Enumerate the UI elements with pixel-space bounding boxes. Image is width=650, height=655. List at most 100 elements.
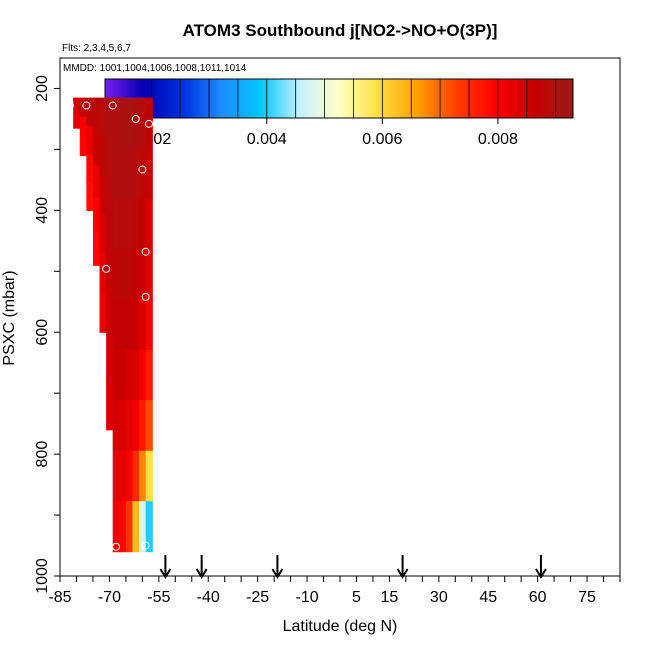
x-tick-label: -10 [295, 589, 318, 606]
x-tick-label: 60 [529, 589, 547, 606]
heatmap-cell [145, 198, 153, 250]
dates-label: MMDD: 1001,1004,1006,1008,1011,1014 [63, 63, 247, 74]
y-axis: 200 400 600 800 1000 [34, 75, 60, 594]
heatmap-cell [92, 231, 101, 266]
heatmap-cell [99, 136, 107, 177]
colorbar-tick-label: 0.004 [247, 131, 287, 148]
heatmap-cell [86, 182, 94, 211]
heatmap-cell [125, 198, 134, 250]
heatmap-cell [112, 501, 120, 553]
heatmap-cell [139, 349, 147, 401]
heatmap-cell [132, 501, 140, 553]
sample-point [141, 247, 150, 256]
x-tick-label: -40 [197, 589, 220, 606]
heatmap-cell [79, 136, 87, 157]
flights-label: Flts: 2,3,4,5,6,7 [62, 43, 131, 54]
sample-point [141, 292, 150, 301]
heatmap-cell [145, 148, 153, 200]
latitude-arrows [159, 555, 547, 579]
heatmap-cell [106, 239, 114, 288]
heatmap-cell [132, 299, 140, 351]
heatmap-cell [139, 248, 147, 300]
heatmap-cell [119, 450, 127, 502]
heatmap-cell [145, 501, 153, 553]
heatmap-cell [119, 299, 127, 351]
sample-point [141, 541, 150, 550]
heatmap-cell [112, 97, 120, 149]
heatmap-cell [119, 198, 127, 250]
x-axis-label: Latitude (deg N) [283, 618, 398, 635]
heatmap-cell [86, 153, 94, 183]
heatmap-cell [112, 450, 120, 502]
latitude-arrow [535, 555, 547, 579]
heatmap-cell [145, 450, 153, 502]
heatmap-cell [99, 293, 107, 333]
y-axis-label: PSXC (mbar) [1, 270, 18, 365]
heatmap-cell [119, 97, 127, 149]
x-tick-label: 15 [381, 589, 399, 606]
latitude-arrow [195, 555, 208, 579]
heatmap-cell [99, 254, 107, 294]
colorbar-tick-label: 0.006 [362, 131, 402, 148]
heatmap-cell [119, 400, 127, 452]
heatmap-cell [92, 97, 101, 132]
heatmap-cell [92, 198, 101, 233]
heatmap-cell [112, 349, 120, 401]
sample-points [65, 101, 153, 551]
heatmap-cell [119, 501, 127, 553]
x-tick-label: -70 [98, 589, 121, 606]
heatmap-cell [139, 198, 147, 250]
latitude-arrow [159, 555, 172, 579]
sample-point [65, 101, 74, 110]
heatmap-cell [119, 349, 127, 401]
heatmap-cell [92, 164, 101, 199]
heatmap-cell [106, 334, 114, 383]
heatmap-cell [139, 400, 147, 452]
heatmap-cell [139, 299, 147, 351]
heatmap-cell [132, 349, 140, 401]
heatmap-cell [125, 349, 134, 401]
heatmap-cell [106, 97, 114, 146]
heatmap-cell [132, 400, 140, 452]
heatmap-cell [139, 501, 147, 553]
latitude-arrow [396, 555, 409, 579]
y-tick-label: 800 [34, 441, 51, 468]
heatmap-cell [73, 112, 81, 129]
heatmap-cell [125, 450, 134, 502]
sample-point [82, 101, 91, 110]
chart-title: ATOM3 Southbound j[NO2->NO+O(3P)] [183, 21, 498, 40]
heatmap-cell [99, 175, 107, 216]
heatmap-cell [79, 116, 87, 137]
sample-point [144, 119, 153, 128]
heatmap-cell [106, 382, 114, 431]
x-tick-label: 75 [578, 589, 596, 606]
latitude-arrow [271, 555, 284, 579]
heatmap-cell [125, 400, 134, 452]
sample-point [108, 101, 117, 110]
heatmap-cell [106, 287, 114, 336]
heatmap-cell [139, 148, 147, 200]
sample-point [138, 165, 147, 174]
heatmap-cell [125, 148, 134, 200]
heatmap-cell [112, 198, 120, 250]
heatmap-cell [139, 97, 147, 149]
heatmap-cell [132, 148, 140, 200]
y-tick-label: 600 [34, 319, 51, 346]
heatmap-cell [125, 248, 134, 300]
heatmap-cell [112, 400, 120, 452]
heatmap-cell [86, 125, 94, 155]
heatmap-cell [73, 97, 81, 114]
heatmap-cell [106, 192, 114, 241]
heatmap-cell [145, 299, 153, 351]
heatmap-cell [145, 400, 153, 452]
sample-point [131, 114, 140, 123]
heatmap-cell [125, 299, 134, 351]
colorbar-gradient [104, 78, 574, 119]
x-tick-label: 5 [352, 589, 361, 606]
heatmap-cell [132, 450, 140, 502]
x-tick-label: -85 [48, 589, 71, 606]
heatmap-cell [112, 299, 120, 351]
heatmap-cell [139, 450, 147, 502]
x-tick-label: 45 [479, 589, 497, 606]
